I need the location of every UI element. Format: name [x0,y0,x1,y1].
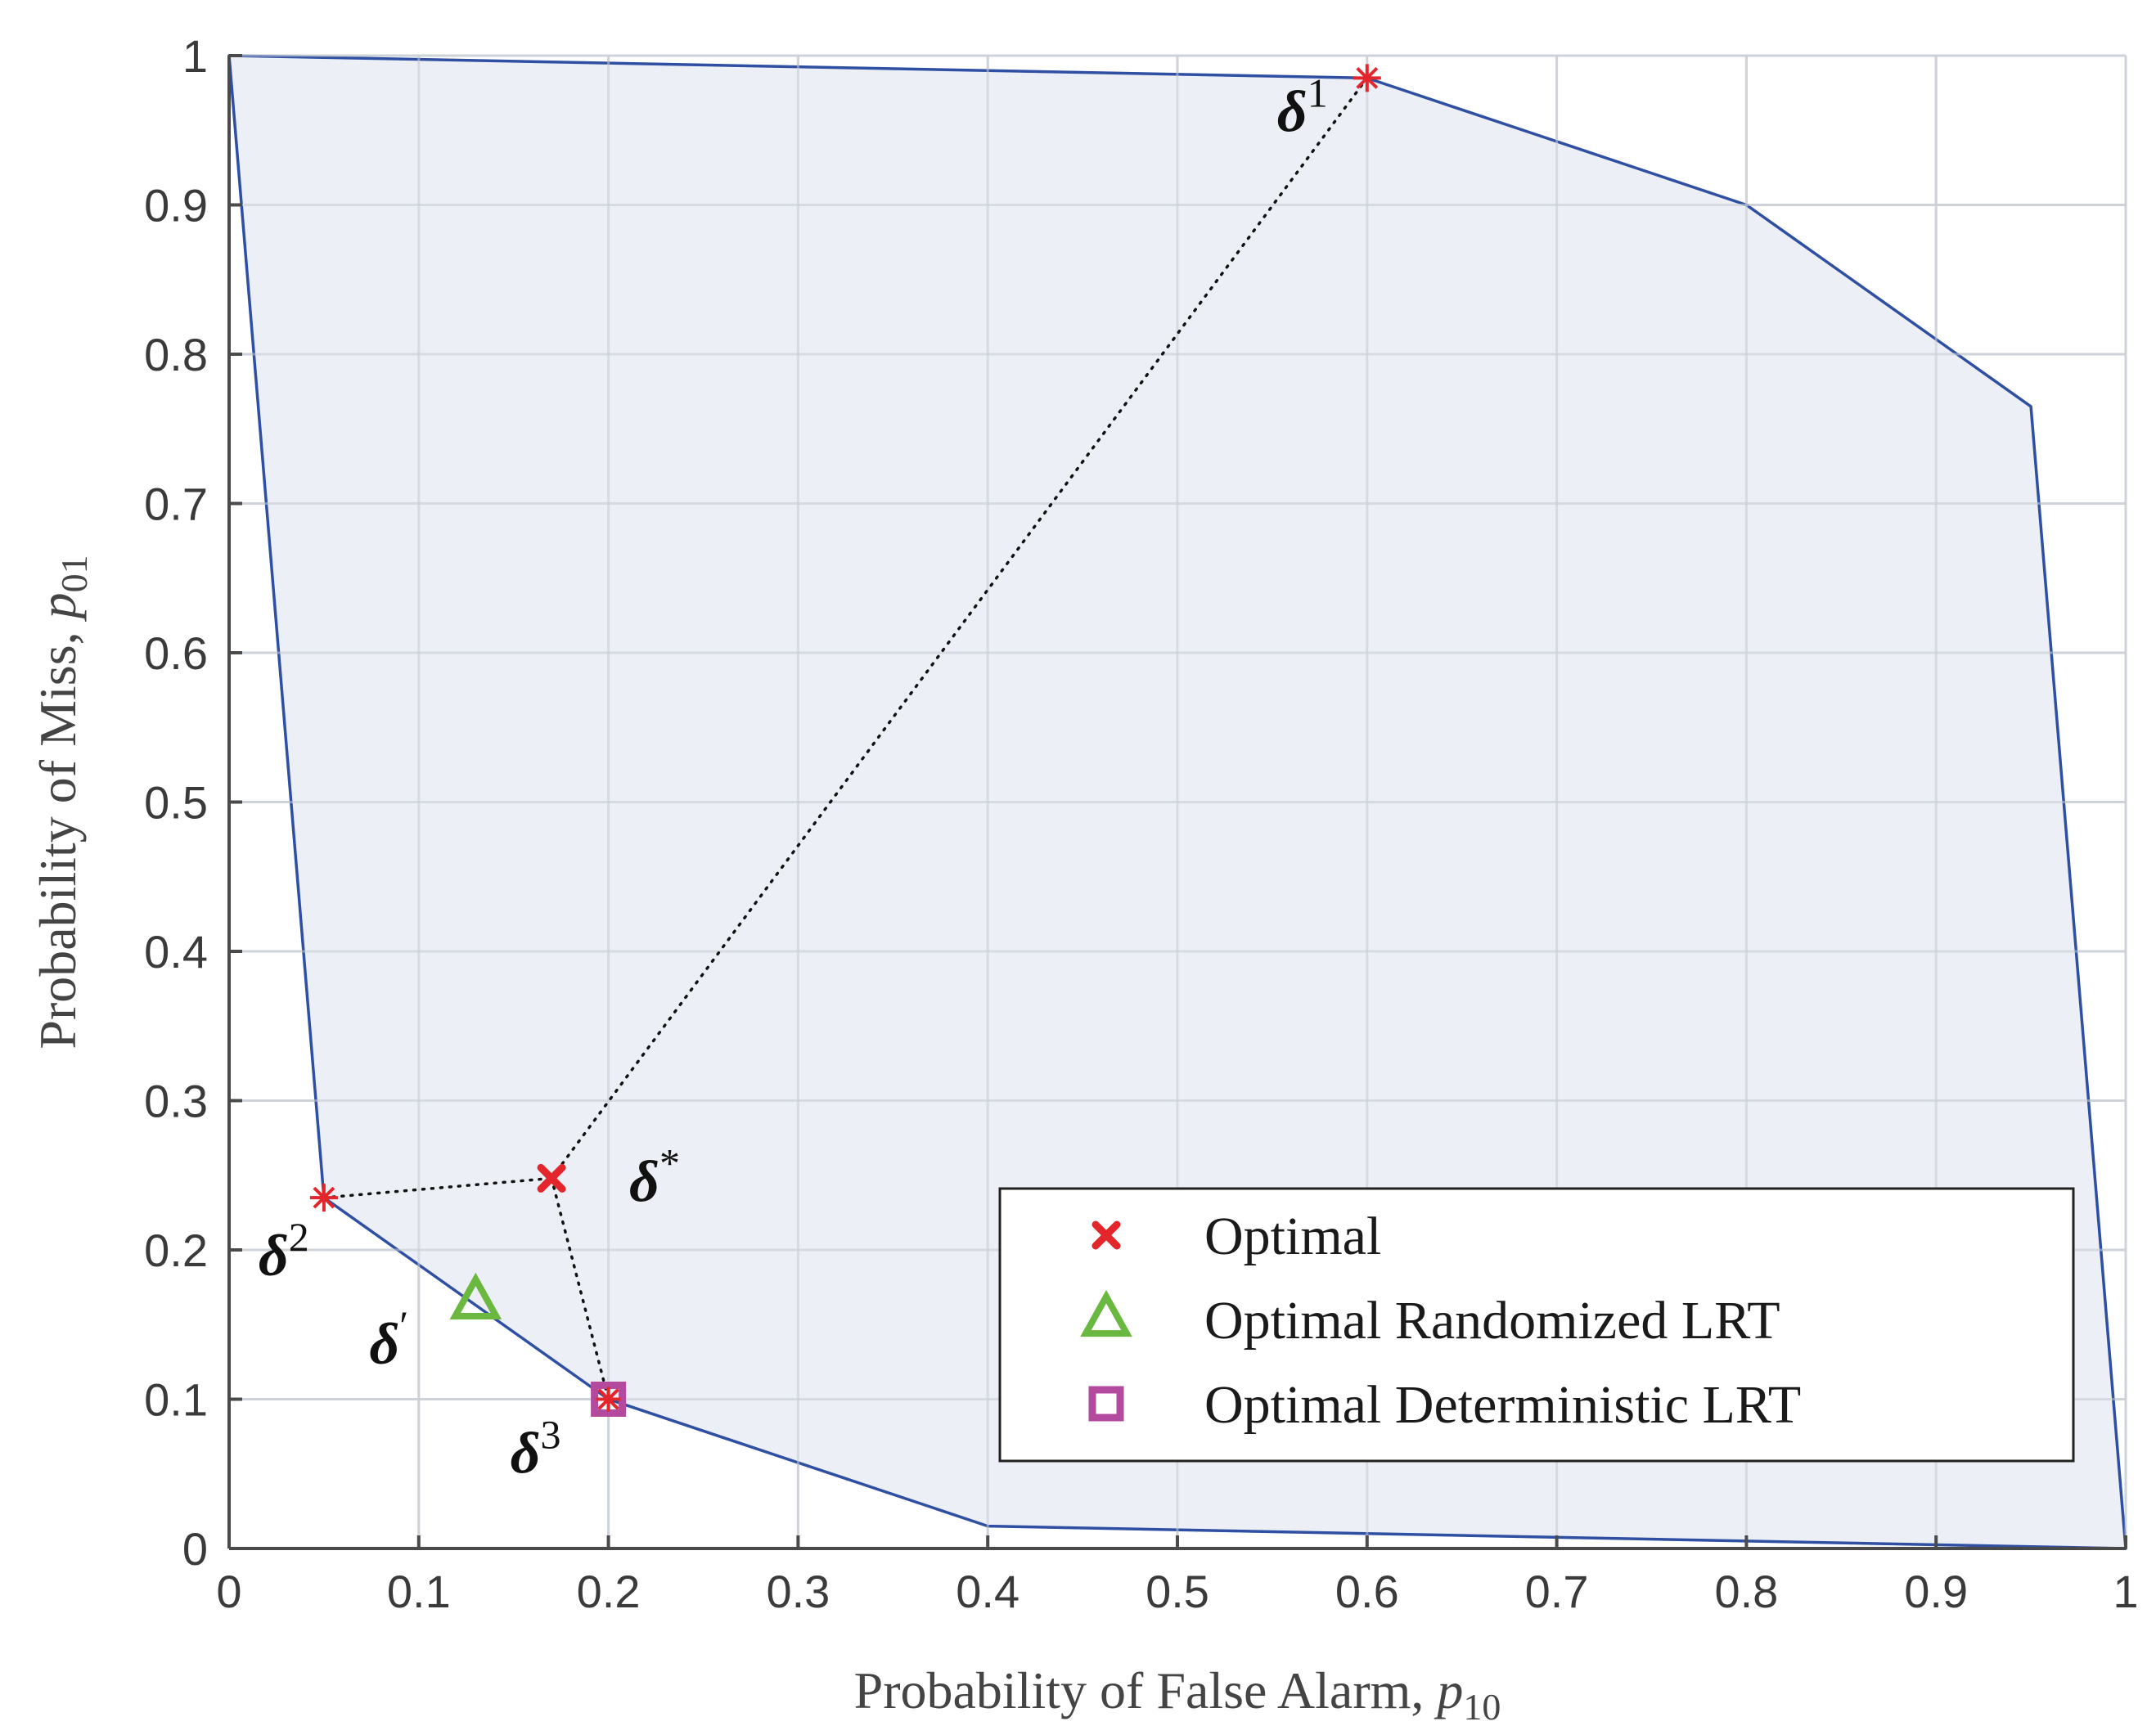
x-tick-label: 0.4 [956,1566,1019,1617]
asterisk-stroke [313,1186,335,1209]
legend-box [998,1187,2075,1463]
x-tick-label: 0.6 [1335,1566,1399,1617]
y-tick-label: 0.4 [144,926,208,978]
x-tick-label: 0.7 [1525,1566,1589,1617]
y-tick-label: 1 [182,30,208,82]
annotation-delta2: δ2 [259,1214,309,1288]
x-tick-label: 0 [216,1566,241,1617]
dotted-connector [550,1176,610,1401]
legend: Optimal Optimal Randomized LRT Optimal Det… [998,1187,2075,1463]
extreme-point-marker [309,1184,338,1212]
randomized-lrt-marker [449,1272,502,1319]
x-axis-label: Probability of False Alarm, p10 [854,1661,1501,1726]
annotation-deltaprime: δ′ [369,1302,408,1377]
asterisk-stroke [1356,66,1379,89]
axes [227,54,2127,1550]
point-annotations: δ1 δ* δ2 δ′ δ3 [259,70,1328,1486]
data-points [309,64,1381,1417]
x-tick-label: 1 [2113,1566,2138,1617]
annotation-delta1: δ1 [1277,70,1328,144]
y-tick-label: 0.2 [144,1225,208,1276]
deterministic-lrt-marker [591,1382,627,1417]
y-axis-label: Probability of Miss, p01 [29,555,95,1049]
y-tick-label: 0.7 [144,479,208,530]
x-stroke [537,1163,566,1193]
y-tick-label: 0 [182,1523,208,1575]
dotted-connector [322,1176,553,1199]
y-tick-label: 0.1 [144,1374,208,1426]
x-tick-label: 0.1 [387,1566,451,1617]
x-tick-label: 0.2 [577,1566,641,1617]
optimal-marker [537,1163,566,1193]
legend-deterministic-lrt-marker [1088,1386,1124,1422]
legend-entry-label: Optimal Deterministic LRT [1204,1375,1801,1435]
x-stroke [1092,1220,1121,1250]
x-tick-label: 0.3 [766,1566,830,1617]
legend-entry-label: Optimal Randomized LRT [1204,1291,1780,1351]
asterisk-stroke [598,1389,619,1409]
legend-entry-label: Optimal [1204,1207,1381,1266]
tick-labels: 0 0.1 0.2 0.3 0.4 0.5 0.6 0.7 0.8 0.9 1 0 0.1 0.2 0.3 0… [144,30,2138,1617]
y-tick-label: 0.6 [144,627,208,679]
annotation-deltastar: δ* [629,1139,680,1214]
legend-optimal-marker [1092,1220,1121,1250]
y-tick-label: 0.5 [144,777,208,829]
legend-randomized-lrt-marker [1080,1289,1132,1337]
extreme-point-marker-overlay [596,1387,621,1412]
x-tick-label: 0.9 [1904,1566,1968,1617]
y-tick-label: 0.9 [144,180,208,231]
x-tick-label: 0.8 [1714,1566,1778,1617]
x-tick-label: 0.5 [1146,1566,1209,1617]
y-tick-label: 0.3 [144,1076,208,1127]
y-tick-label: 0.8 [144,329,208,380]
annotation-delta3: δ3 [511,1412,561,1486]
extreme-point-marker [1353,64,1381,92]
dotted-connector [550,76,1369,1180]
